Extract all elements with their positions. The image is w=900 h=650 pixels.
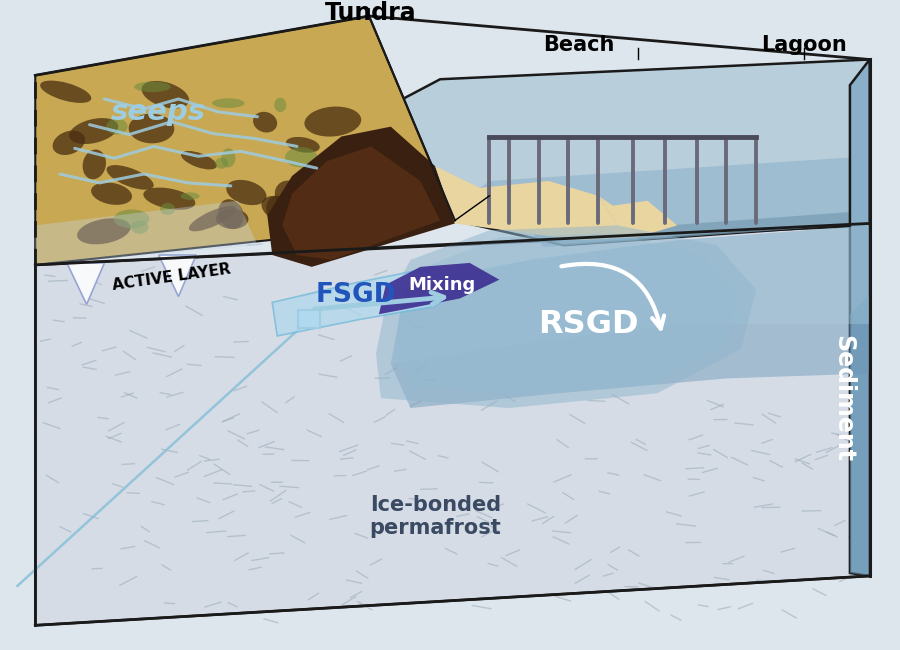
Ellipse shape [304, 107, 361, 136]
Ellipse shape [286, 137, 320, 153]
Polygon shape [391, 226, 869, 363]
Polygon shape [67, 263, 104, 304]
Ellipse shape [305, 219, 334, 234]
Polygon shape [273, 270, 460, 336]
Ellipse shape [113, 209, 149, 228]
Text: Ice-bonded
permafrost: Ice-bonded permafrost [369, 495, 501, 538]
Text: Lagoon: Lagoon [760, 34, 846, 55]
FancyArrowPatch shape [314, 292, 444, 309]
Text: ACTIVE LAYER: ACTIVE LAYER [112, 261, 231, 292]
Ellipse shape [106, 165, 154, 190]
Polygon shape [436, 166, 618, 240]
Ellipse shape [129, 114, 175, 144]
Polygon shape [282, 146, 440, 260]
Ellipse shape [160, 203, 175, 215]
Ellipse shape [285, 147, 318, 167]
Ellipse shape [266, 196, 288, 224]
Polygon shape [850, 60, 869, 576]
Polygon shape [454, 156, 869, 245]
Polygon shape [396, 233, 736, 395]
Text: Mixing: Mixing [409, 276, 476, 294]
Ellipse shape [180, 192, 200, 200]
Text: Sediment: Sediment [831, 335, 855, 462]
Text: Tundra: Tundra [325, 1, 417, 25]
Ellipse shape [40, 81, 91, 103]
Polygon shape [379, 263, 500, 314]
Ellipse shape [130, 220, 148, 234]
Ellipse shape [221, 148, 236, 168]
Ellipse shape [69, 118, 118, 144]
Ellipse shape [106, 118, 128, 135]
Polygon shape [850, 294, 869, 576]
Ellipse shape [298, 199, 313, 213]
Ellipse shape [303, 184, 328, 201]
Polygon shape [376, 226, 756, 408]
Polygon shape [534, 211, 869, 247]
Polygon shape [158, 255, 196, 296]
Ellipse shape [212, 98, 245, 108]
Polygon shape [35, 16, 455, 265]
Ellipse shape [77, 218, 130, 244]
Ellipse shape [134, 81, 171, 92]
Ellipse shape [91, 183, 132, 205]
Ellipse shape [313, 196, 342, 214]
Ellipse shape [181, 151, 217, 170]
Ellipse shape [253, 112, 277, 133]
Polygon shape [579, 196, 677, 240]
Text: Beach: Beach [543, 34, 614, 55]
Ellipse shape [52, 131, 85, 155]
Polygon shape [391, 324, 869, 408]
Polygon shape [35, 226, 869, 625]
Text: RSGD: RSGD [538, 309, 638, 340]
Ellipse shape [189, 206, 237, 231]
Ellipse shape [83, 150, 106, 179]
Ellipse shape [274, 98, 286, 112]
Ellipse shape [219, 199, 244, 229]
Ellipse shape [216, 209, 248, 229]
Text: FSGD: FSGD [316, 281, 397, 307]
FancyBboxPatch shape [298, 310, 320, 328]
Polygon shape [369, 60, 869, 245]
Ellipse shape [215, 158, 229, 169]
Ellipse shape [143, 188, 195, 210]
Polygon shape [35, 201, 257, 265]
Polygon shape [267, 127, 454, 267]
Ellipse shape [141, 81, 189, 109]
Ellipse shape [274, 181, 301, 207]
Ellipse shape [226, 180, 266, 205]
Ellipse shape [261, 196, 301, 224]
Text: seeps: seeps [111, 98, 206, 126]
